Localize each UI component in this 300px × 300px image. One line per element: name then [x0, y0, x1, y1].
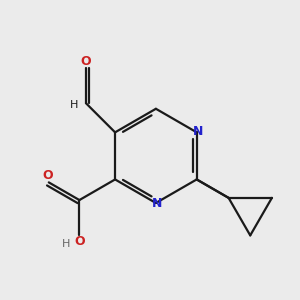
Text: O: O — [81, 55, 91, 68]
Text: O: O — [42, 169, 52, 182]
Text: H: H — [62, 239, 70, 249]
Text: N: N — [152, 197, 163, 210]
Text: O: O — [74, 235, 85, 248]
Text: N: N — [193, 125, 203, 138]
Text: H: H — [70, 100, 79, 110]
